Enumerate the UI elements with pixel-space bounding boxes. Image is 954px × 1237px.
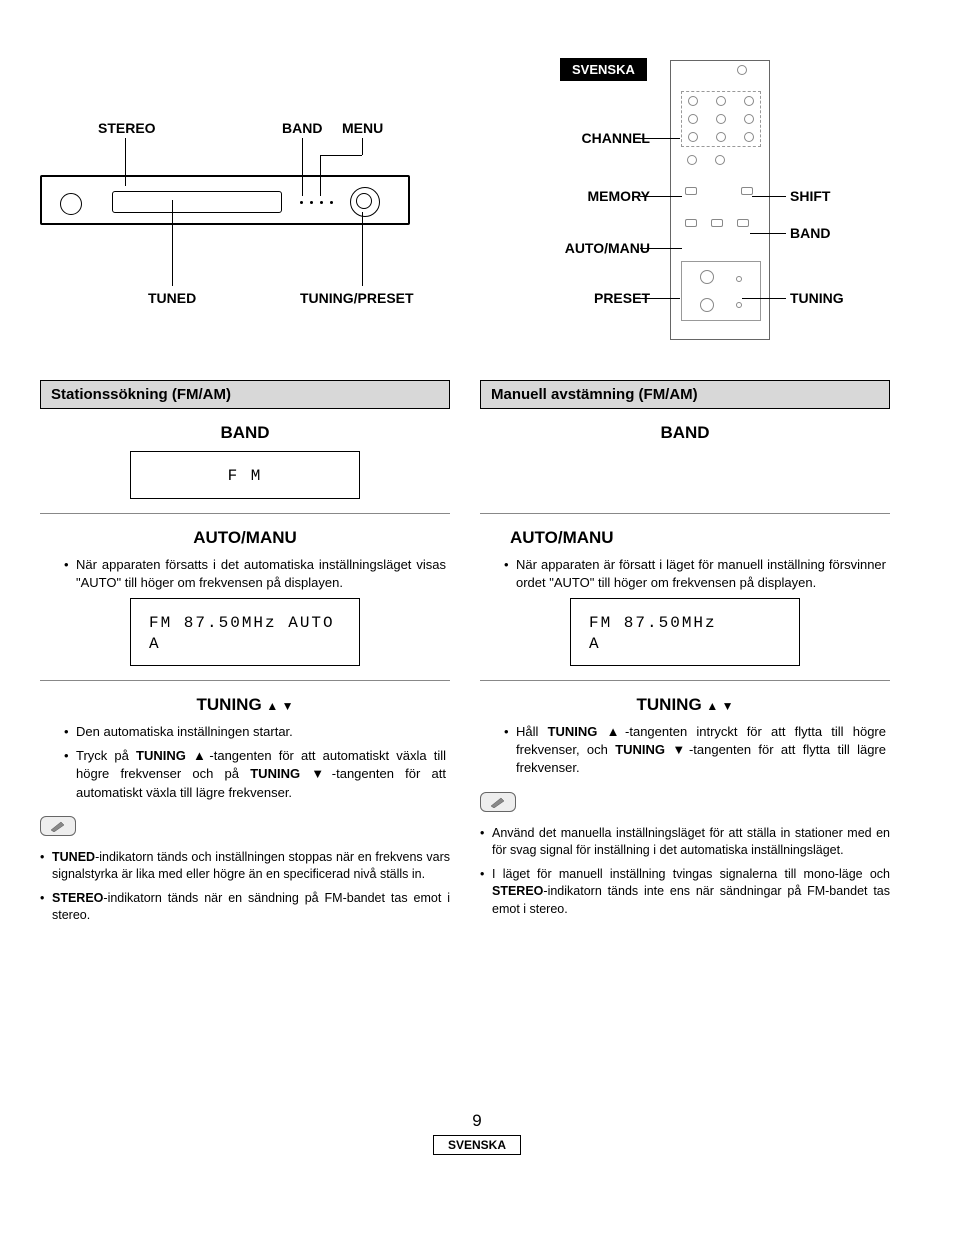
left-note1: TUNED-indikatorn tänds och inställningen… — [40, 849, 450, 884]
pencil-icon — [40, 816, 76, 836]
label-tuning-preset: TUNING/PRESET — [300, 290, 414, 306]
page-number: 9 — [40, 1111, 914, 1131]
page-footer: 9 SVENSKA — [40, 1111, 914, 1155]
right-section-header: Manuell avstämning (FM/AM) — [480, 380, 890, 409]
left-step3-label: TUNING ▲ ▼ — [40, 695, 450, 715]
right-step2-bullet: När apparaten är försatt i läget för man… — [504, 556, 886, 592]
right-column: Manuell avstämning (FM/AM) BAND AUTO/MAN… — [480, 380, 890, 931]
right-step3-bullet: Håll TUNING ▲-tangenten intryckt för att… — [504, 723, 886, 778]
label-stereo: STEREO — [98, 120, 156, 136]
front-panel-diagram: STEREO BAND MENU TUNED TUNING/PRESET — [40, 100, 440, 360]
label-auto-manu: AUTO/MANU — [565, 240, 650, 256]
footer-lang: SVENSKA — [433, 1135, 521, 1155]
left-step2-bullet: När apparaten försatts i det automatiska… — [64, 556, 446, 592]
left-column: Stationssökning (FM/AM) BAND F M AUTO/MA… — [40, 380, 450, 931]
right-step2-label: AUTO/MANU — [480, 528, 890, 548]
label-tuning-r: TUNING — [790, 290, 844, 306]
label-band: BAND — [282, 120, 322, 136]
label-band-r: BAND — [790, 225, 830, 241]
pencil-icon — [480, 792, 516, 812]
left-section-header: Stationssökning (FM/AM) — [40, 380, 450, 409]
right-note2: I läget för manuell inställning tvingas … — [480, 866, 890, 919]
right-step1-label: BAND — [480, 423, 890, 443]
left-step2-display: FM 87.50MHz AUTO A — [130, 598, 360, 666]
label-tuned: TUNED — [148, 290, 196, 306]
left-note2: STEREO-indikatorn tänds när en sändning … — [40, 890, 450, 925]
left-step1-label: BAND — [40, 423, 450, 443]
label-menu: MENU — [342, 120, 383, 136]
right-step2-display: FM 87.50MHz A — [570, 598, 800, 666]
right-step3-label: TUNING ▲ ▼ — [480, 695, 890, 715]
right-note1: Använd det manuella inställningsläget fö… — [480, 825, 890, 860]
left-step2-label: AUTO/MANU — [40, 528, 450, 548]
left-step1-display: F M — [130, 451, 360, 499]
left-step3-bullet2: Tryck på TUNING ▲-tangenten för att auto… — [64, 747, 446, 802]
remote-diagram: CHANNEL MEMORY AUTO/MANU PRESET SHIFT BA… — [490, 50, 890, 350]
label-shift: SHIFT — [790, 188, 830, 204]
left-step3-bullet1: Den automatiska inställningen startar. — [64, 723, 446, 741]
